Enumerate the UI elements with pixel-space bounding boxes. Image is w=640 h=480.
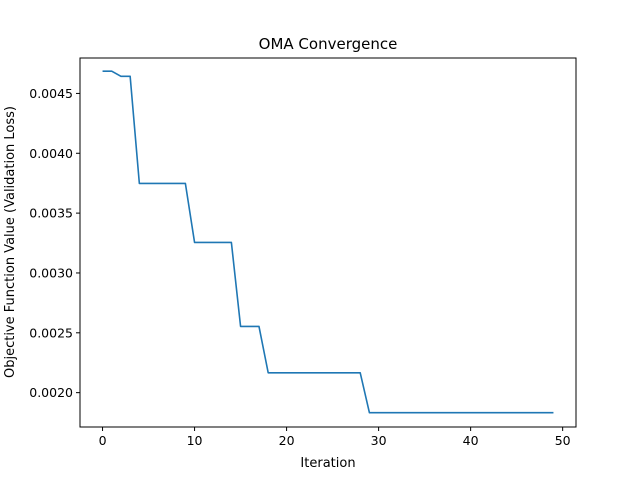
y-tick-label: 0.0030	[29, 265, 73, 280]
y-axis-label: Objective Function Value (Validation Los…	[3, 106, 18, 378]
x-axis-ticks: 0 10 20 30 40 50	[99, 427, 571, 448]
plot-lines	[102, 70, 554, 414]
y-tick-label: 0.0025	[29, 325, 73, 340]
x-axis-label: Iteration	[300, 456, 355, 471]
y-tick-label: 0.0020	[29, 385, 73, 400]
y-tick-label: 0.0035	[29, 206, 73, 221]
chart-title: OMA Convergence	[259, 35, 398, 53]
x-tick-label: 10	[187, 433, 203, 448]
x-tick-label: 40	[463, 433, 479, 448]
x-tick-label: 50	[555, 433, 571, 448]
x-tick-label: 30	[371, 433, 387, 448]
series-line-0	[102, 70, 554, 414]
x-tick-label: 20	[279, 433, 295, 448]
plot-frame	[79, 57, 577, 428]
y-tick-label: 0.0040	[29, 146, 73, 161]
y-axis-ticks: 0.0020 0.0025 0.0030 0.0035 0.0040 0.0045	[29, 86, 80, 400]
x-tick-label: 0	[99, 433, 107, 448]
y-tick-label: 0.0045	[29, 86, 73, 101]
